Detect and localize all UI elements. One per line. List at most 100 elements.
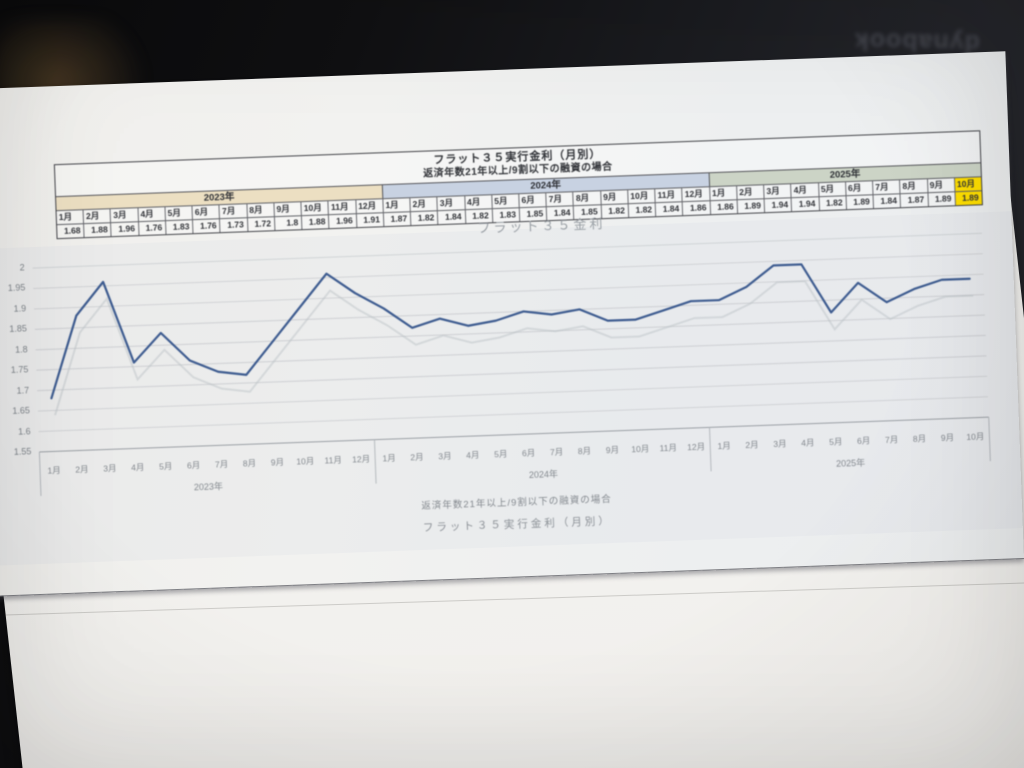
printed-content: フラット３５実行金利（月別） 返済年数21年以上/9割以下の融資の場合 2023…	[0, 51, 1024, 595]
group-separator	[374, 439, 377, 484]
month-header-cell: 9月	[927, 177, 956, 193]
month-header-cell: 11月	[328, 199, 357, 215]
y-axis-label: 1.9	[13, 303, 27, 314]
month-header-cell: 3月	[764, 183, 792, 199]
month-header-cell: 4月	[791, 182, 820, 198]
rate-value-cell: 1.76	[193, 218, 221, 234]
x-axis-label: 8月	[912, 433, 927, 444]
month-header-cell: 5月	[818, 181, 847, 197]
group-separator	[709, 427, 712, 472]
month-header-cell: 10月	[628, 188, 656, 204]
month-header-cell: 4月	[138, 206, 166, 222]
x-axis-label: 5月	[158, 461, 173, 472]
month-header-cell: 2月	[736, 184, 765, 200]
x-axis-label: 7月	[884, 434, 899, 445]
rate-value-cell: 1.88	[84, 222, 112, 238]
month-header-cell: 2月	[410, 196, 439, 212]
gridline	[34, 294, 985, 330]
x-axis-label: 7月	[214, 459, 229, 470]
rate-value-cell: 1.68	[57, 223, 85, 239]
month-header-cell: 1月	[709, 185, 738, 201]
x-axis-label: 4月	[801, 437, 815, 449]
month-header-cell: 10月	[301, 200, 330, 216]
gridline	[35, 314, 986, 351]
rate-value-cell: 1.83	[165, 219, 194, 235]
month-header-cell: 1月	[56, 209, 85, 225]
month-header-cell: 3月	[110, 207, 139, 223]
y-axis-label: 1.7	[16, 384, 30, 396]
x-axis-label: 10月	[296, 455, 315, 467]
month-header-cell: 10月	[954, 176, 982, 192]
x-axis-label: 4月	[130, 462, 145, 473]
y-axis-label: 1.85	[9, 323, 28, 335]
gridline	[32, 232, 983, 269]
x-axis-label: 9月	[940, 432, 955, 443]
month-header-cell: 5月	[491, 193, 520, 209]
x-axis-label: 11月	[324, 454, 343, 466]
x-axis-label: 5月	[493, 448, 508, 460]
month-header-cell: 1月	[383, 197, 411, 213]
month-header-cell: 2月	[83, 208, 112, 224]
rate-value-cell: 1.89	[955, 190, 982, 206]
x-axis-label: 12月	[687, 441, 706, 453]
gridline	[37, 375, 988, 412]
month-header-cell: 9月	[274, 201, 302, 217]
month-header-cell: 8月	[900, 178, 928, 194]
y-axis-labels: 2 1.95 1.9 1.85 1.8 1.75 1.7 1.65 1.6 1.55	[0, 51, 1005, 457]
paper-sheet-top: フラット３５実行金利（月別） 返済年数21年以上/9割以下の融資の場合 2023…	[0, 51, 1024, 597]
group-separator	[38, 451, 42, 496]
x-axis-year-labels: 2023年 2024年 2025年	[0, 51, 1005, 493]
y-axis-label: 1.95	[7, 282, 26, 294]
month-header-cell: 7月	[546, 191, 575, 207]
month-header-cell: 6月	[845, 180, 874, 196]
x-axis-label: 5月	[828, 436, 843, 448]
month-header-cell: 8月	[247, 202, 275, 218]
y-axis-label: 1.8	[14, 344, 28, 355]
rate-value-cell: 1.84	[873, 193, 902, 209]
y-axis-label: 1.65	[12, 405, 31, 417]
month-header-cell: 8月	[573, 190, 602, 206]
month-header-cell: 4月	[464, 194, 493, 210]
x-axis-label: 7月	[549, 446, 564, 458]
x-axis-label: 6月	[521, 447, 536, 459]
x-axis-label: 1月	[382, 452, 396, 464]
x-axis-label: 8月	[242, 458, 257, 469]
x-axis-label: 2月	[410, 451, 424, 463]
month-header-cell: 9月	[600, 189, 629, 205]
x-axis-label: 2月	[745, 439, 759, 451]
gridline	[38, 396, 989, 432]
month-header-cell: 5月	[165, 205, 194, 221]
rate-line-shadow	[54, 280, 974, 416]
y-axis-label: 1.55	[13, 446, 32, 457]
gridline	[34, 273, 984, 310]
month-header-cell: 7月	[873, 179, 901, 195]
month-header-cell: 3月	[437, 195, 466, 211]
x-axis-label: 2月	[75, 464, 89, 475]
chart-plot	[32, 232, 991, 496]
x-axis-label: 4月	[466, 449, 480, 461]
gridline	[36, 335, 986, 371]
x-axis-label: 1月	[47, 465, 61, 476]
x-axis-label: 11月	[659, 442, 678, 454]
month-header-cell: 7月	[219, 203, 248, 219]
x-axis-label: 9月	[605, 444, 620, 456]
group-separator	[988, 417, 991, 462]
gridline	[39, 416, 989, 453]
month-header-cell: 6月	[519, 192, 547, 208]
month-header-cell: 11月	[655, 187, 684, 203]
y-axis-label: 2	[19, 262, 25, 273]
x-axis-label: 3月	[103, 463, 117, 474]
x-axis-label: 10月	[631, 443, 650, 455]
x-axis-label: 8月	[577, 445, 592, 457]
gridline	[33, 253, 983, 289]
month-header-cell: 12月	[355, 198, 384, 214]
x-axis-label: 9月	[270, 457, 285, 468]
rate-value-cell: 1.76	[138, 220, 167, 236]
x-axis-label: 10月	[966, 431, 985, 442]
x-axis-label: 3月	[773, 438, 787, 450]
x-axis-label: 12月	[351, 453, 371, 465]
gridline	[37, 355, 987, 392]
x-axis-label: 1月	[717, 440, 731, 452]
x-axis-label: 3月	[438, 450, 452, 462]
